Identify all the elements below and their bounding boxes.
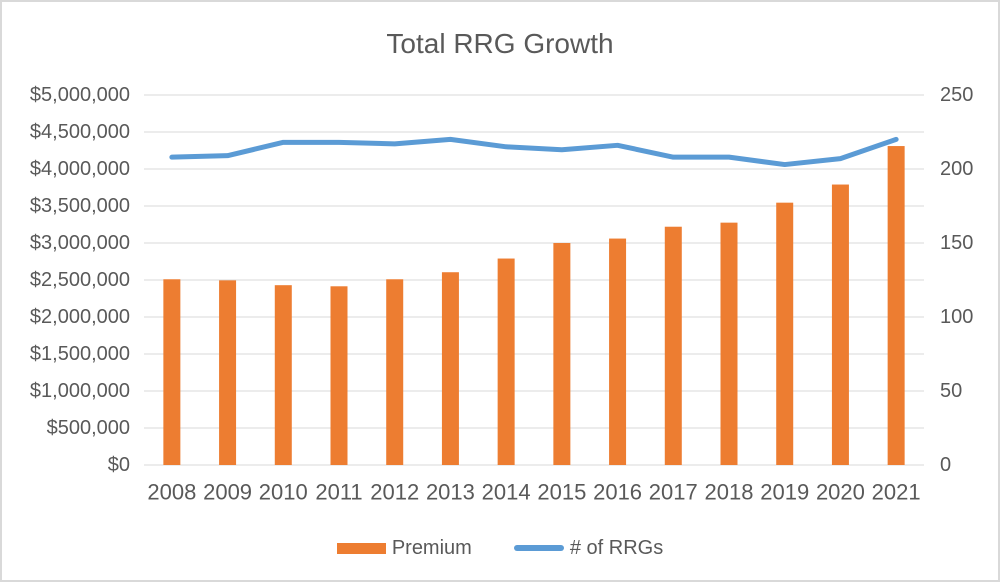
bar-2019 [776, 202, 794, 466]
bar-2017 [664, 226, 682, 465]
x-axis-label-2021: 2021 [872, 480, 921, 505]
y-axis-left-tick: $5,000,000 [30, 84, 130, 106]
chart-title: Total RRG Growth [386, 28, 614, 59]
y-axis-left-tick: $3,500,000 [30, 195, 130, 217]
bar-2015 [553, 243, 571, 465]
bar-2010 [274, 285, 292, 465]
x-axis-label-2019: 2019 [760, 480, 809, 505]
y-axis-left-tick: $3,000,000 [30, 232, 130, 254]
x-axis-label-2017: 2017 [649, 480, 698, 505]
bar-2009 [219, 280, 237, 465]
legend: Premium # of RRGs [2, 533, 998, 563]
x-axis-label-2009: 2009 [203, 480, 252, 505]
bar-2008 [163, 279, 181, 465]
legend-item-rrgs: # of RRGs [513, 536, 664, 560]
x-axis-label-2013: 2013 [426, 480, 475, 505]
bar-2020 [831, 184, 849, 466]
x-axis-label-2015: 2015 [537, 480, 586, 505]
x-axis-label-2016: 2016 [593, 480, 642, 505]
y-axis-left-tick: $4,500,000 [30, 121, 130, 143]
premium-swatch [336, 542, 386, 554]
bar-2012 [386, 279, 404, 465]
x-axis-label-2014: 2014 [482, 480, 531, 505]
x-axis-label-2008: 2008 [147, 480, 196, 505]
bar-2014 [497, 258, 515, 465]
bar-2018 [720, 222, 738, 465]
y-axis-right-tick: 250 [940, 84, 973, 106]
y-axis-left-tick: $500,000 [47, 417, 130, 439]
x-axis-label-2018: 2018 [705, 480, 754, 505]
x-axis-label-2020: 2020 [816, 480, 865, 505]
y-axis-left-tick: $1,000,000 [30, 380, 130, 402]
legend-item-premium: Premium [336, 536, 472, 560]
y-axis-right-tick: 100 [940, 306, 973, 328]
legend-label-rrgs: # of RRGs [569, 536, 664, 559]
y-axis-right-tick: 0 [940, 454, 951, 476]
y-axis-left-tick: $2,000,000 [30, 306, 130, 328]
x-axis-label-2010: 2010 [259, 480, 308, 505]
y-axis-left-tick: $0 [108, 454, 130, 476]
bar-2021 [887, 146, 905, 465]
y-axis-left-tick: $1,500,000 [30, 343, 130, 365]
bar-2013 [441, 272, 459, 465]
bar-2011 [330, 286, 348, 465]
rrgs-swatch [513, 545, 564, 551]
y-axis-left-tick: $2,500,000 [30, 269, 130, 291]
y-axis-right-tick: 150 [940, 232, 973, 254]
y-axis-left-tick: $4,000,000 [30, 158, 130, 180]
y-axis-right-tick: 200 [940, 158, 973, 180]
bar-2016 [609, 238, 627, 465]
legend-label-premium: Premium [391, 536, 472, 559]
x-axis-label-2011: 2011 [315, 480, 362, 505]
y-axis-right-tick: 50 [940, 380, 962, 402]
x-axis-label-2012: 2012 [370, 480, 419, 505]
rrg-count-line [169, 136, 899, 168]
